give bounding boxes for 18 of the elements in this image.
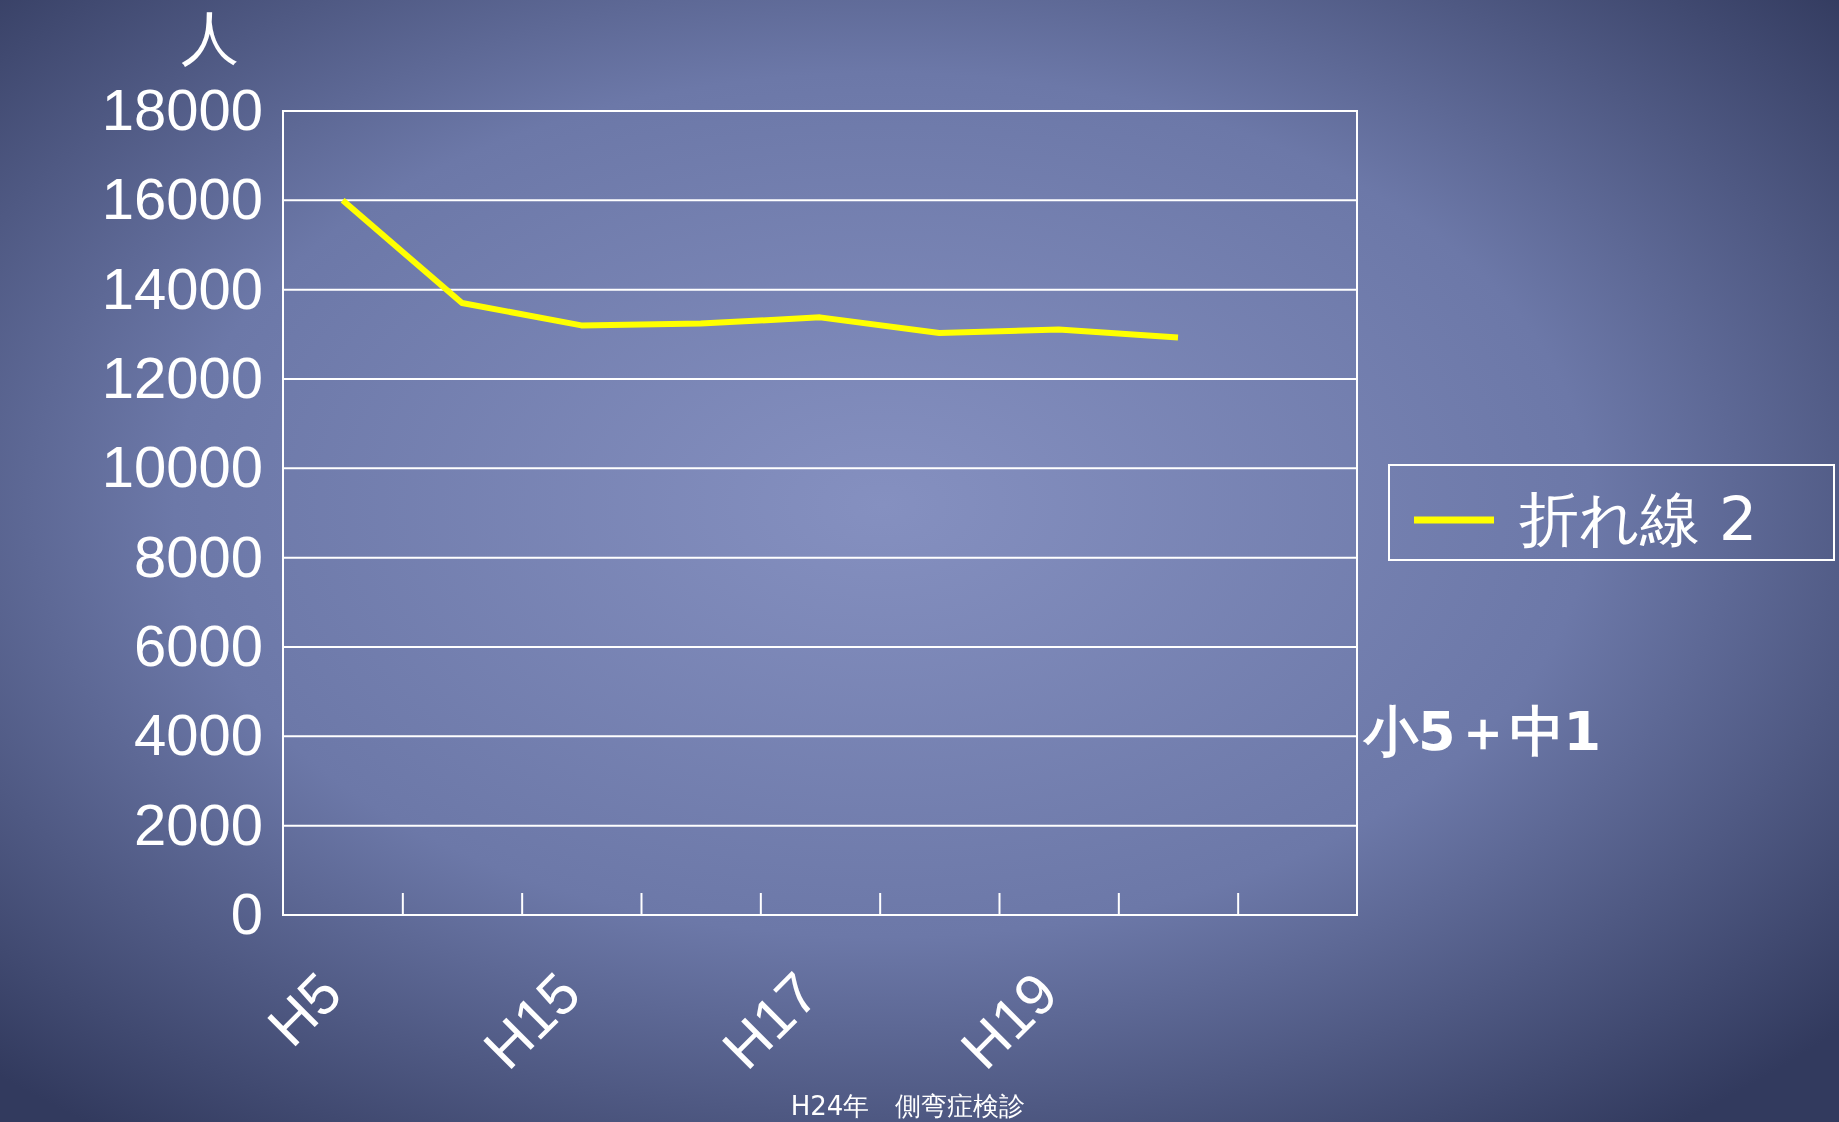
x-tick-label: H17 xyxy=(709,959,831,1081)
y-tick-label: 14000 xyxy=(101,255,263,321)
y-tick-label: 8000 xyxy=(133,523,263,589)
y-axis-title: 人 xyxy=(181,4,239,72)
y-tick-label: 16000 xyxy=(101,166,263,232)
y-tick-label: 12000 xyxy=(101,345,263,411)
y-tick-label: 2000 xyxy=(133,791,263,857)
legend-label: 折れ線 2 xyxy=(1519,484,1758,554)
y-tick-label: 6000 xyxy=(133,613,263,679)
x-tick-label: H19 xyxy=(948,959,1070,1081)
text: H24年 側弯症検診 xyxy=(790,1091,1026,1121)
x-tick-label: H15 xyxy=(470,959,592,1081)
y-tick-label: 18000 xyxy=(101,77,263,143)
x-tick-label: H5 xyxy=(254,959,354,1059)
y-tick-label: 10000 xyxy=(101,434,263,500)
text: 小5＋中1 xyxy=(1362,700,1602,763)
y-tick-label: 4000 xyxy=(133,702,263,768)
y-tick-label: 0 xyxy=(230,881,263,947)
